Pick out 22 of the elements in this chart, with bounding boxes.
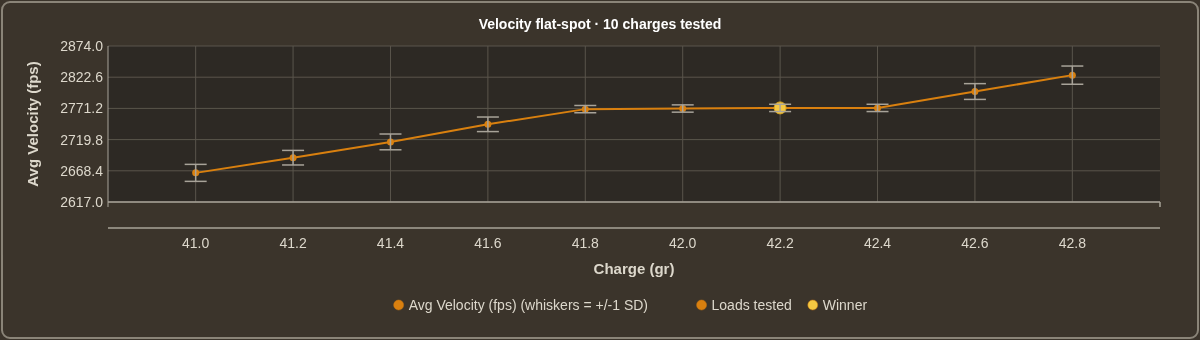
x-tick-label: 42.0 [669, 235, 697, 251]
y-tick-label: 2719.8 [60, 131, 104, 148]
x-tick-label: 42.8 [1058, 235, 1087, 251]
legend-label: Loads tested [711, 296, 792, 313]
x-tick-label: 42.6 [961, 235, 989, 251]
legend-label: Avg Velocity (fps) (whiskers = +/-1 SD) [408, 296, 649, 313]
chart-title: Velocity flat-spot · 10 charges tested [478, 16, 722, 32]
x-tick-label: 41.6 [474, 235, 502, 251]
x-tick-label: 41.4 [376, 235, 405, 251]
y-axis-title: Avg Velocity (fps) [24, 61, 41, 187]
x-axis-title: Charge (gr) [593, 260, 675, 277]
y-tick-label: 2668.4 [60, 162, 104, 179]
y-tick-label: 2771.2 [60, 100, 104, 117]
x-tick-label: 41.8 [571, 235, 600, 251]
y-tick-label: 2822.6 [60, 69, 104, 86]
x-tick-label: 41.0 [182, 235, 210, 251]
x-tick-label: 42.4 [863, 235, 892, 251]
x-tick-label: 42.2 [766, 235, 794, 251]
x-tick-label: 41.2 [279, 235, 307, 251]
legend-label: Winner [822, 296, 868, 313]
y-tick-label: 2617.0 [60, 193, 104, 210]
y-tick-label: 2874.0 [60, 37, 104, 54]
